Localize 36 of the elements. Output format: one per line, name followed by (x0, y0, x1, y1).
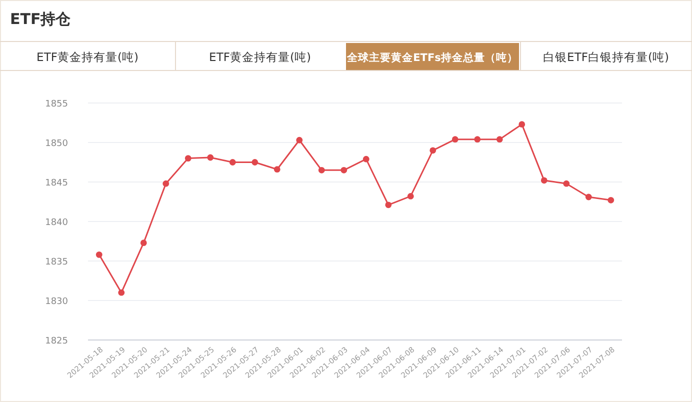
point (296, 136, 303, 144)
point (540, 177, 548, 184)
point (585, 194, 592, 200)
point (318, 166, 325, 174)
y-tick-label: 1825 (45, 336, 68, 346)
point (96, 251, 102, 258)
point (140, 240, 147, 246)
y-tick-label: 1840 (45, 218, 68, 228)
point (474, 136, 481, 143)
point (362, 156, 370, 162)
point (608, 196, 614, 204)
point (385, 202, 392, 208)
point (407, 193, 414, 200)
point (563, 180, 570, 187)
point (118, 289, 125, 296)
point (184, 155, 192, 162)
y-tick-label: 1855 (45, 100, 68, 110)
point (496, 136, 503, 143)
y-tick-label: 1835 (45, 258, 68, 268)
point (252, 159, 258, 166)
y-tick-label: 1845 (45, 178, 68, 188)
text: ETF黄金持有量(吨) (36, 50, 138, 64)
point (162, 180, 170, 187)
point (274, 166, 280, 173)
text: 白银ETF白银持有量(吨) (543, 50, 669, 64)
point (207, 154, 214, 161)
text: ETF黄金持有量(吨) (209, 50, 311, 64)
point (229, 159, 236, 166)
point (518, 121, 526, 128)
chart-title: ETF持仓 (10, 10, 72, 28)
y-tick-label: 1850 (45, 139, 68, 149)
point (340, 166, 348, 174)
y-tick-label: 1830 (45, 297, 68, 307)
point (452, 136, 458, 143)
chart-subtitle: 全球主要黄金ETFs持金总量（吨） (346, 51, 518, 64)
point (430, 147, 436, 154)
